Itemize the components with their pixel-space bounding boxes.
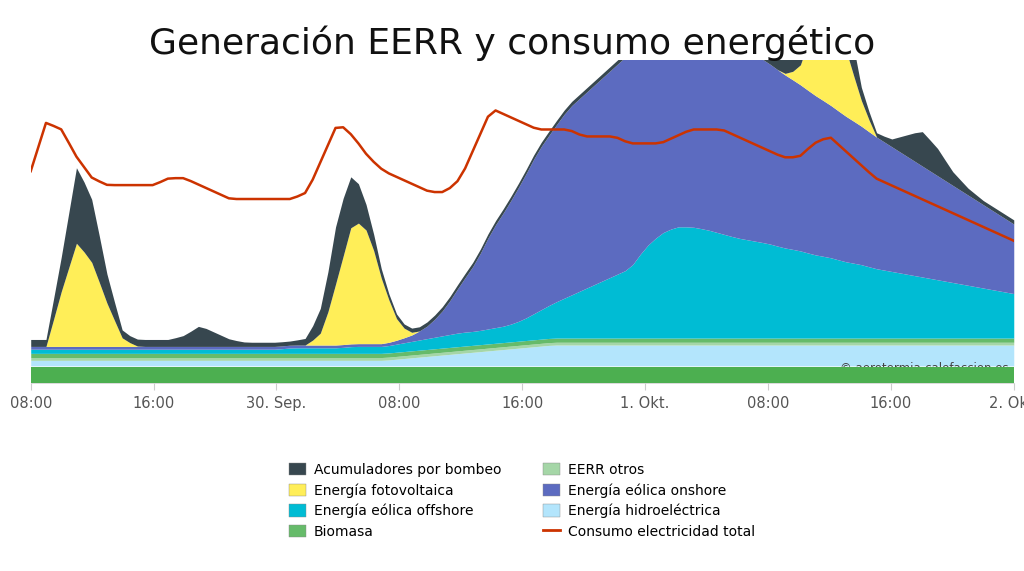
Text: © aerotermia-calefaccion.es: © aerotermia-calefaccion.es <box>841 363 1009 376</box>
Legend: Acumuladores por bombeo, Energía fotovoltaica, Energía eólica offshore, Biomasa,: Acumuladores por bombeo, Energía fotovol… <box>284 457 761 544</box>
Text: Generación EERR y consumo energético: Generación EERR y consumo energético <box>148 26 876 61</box>
